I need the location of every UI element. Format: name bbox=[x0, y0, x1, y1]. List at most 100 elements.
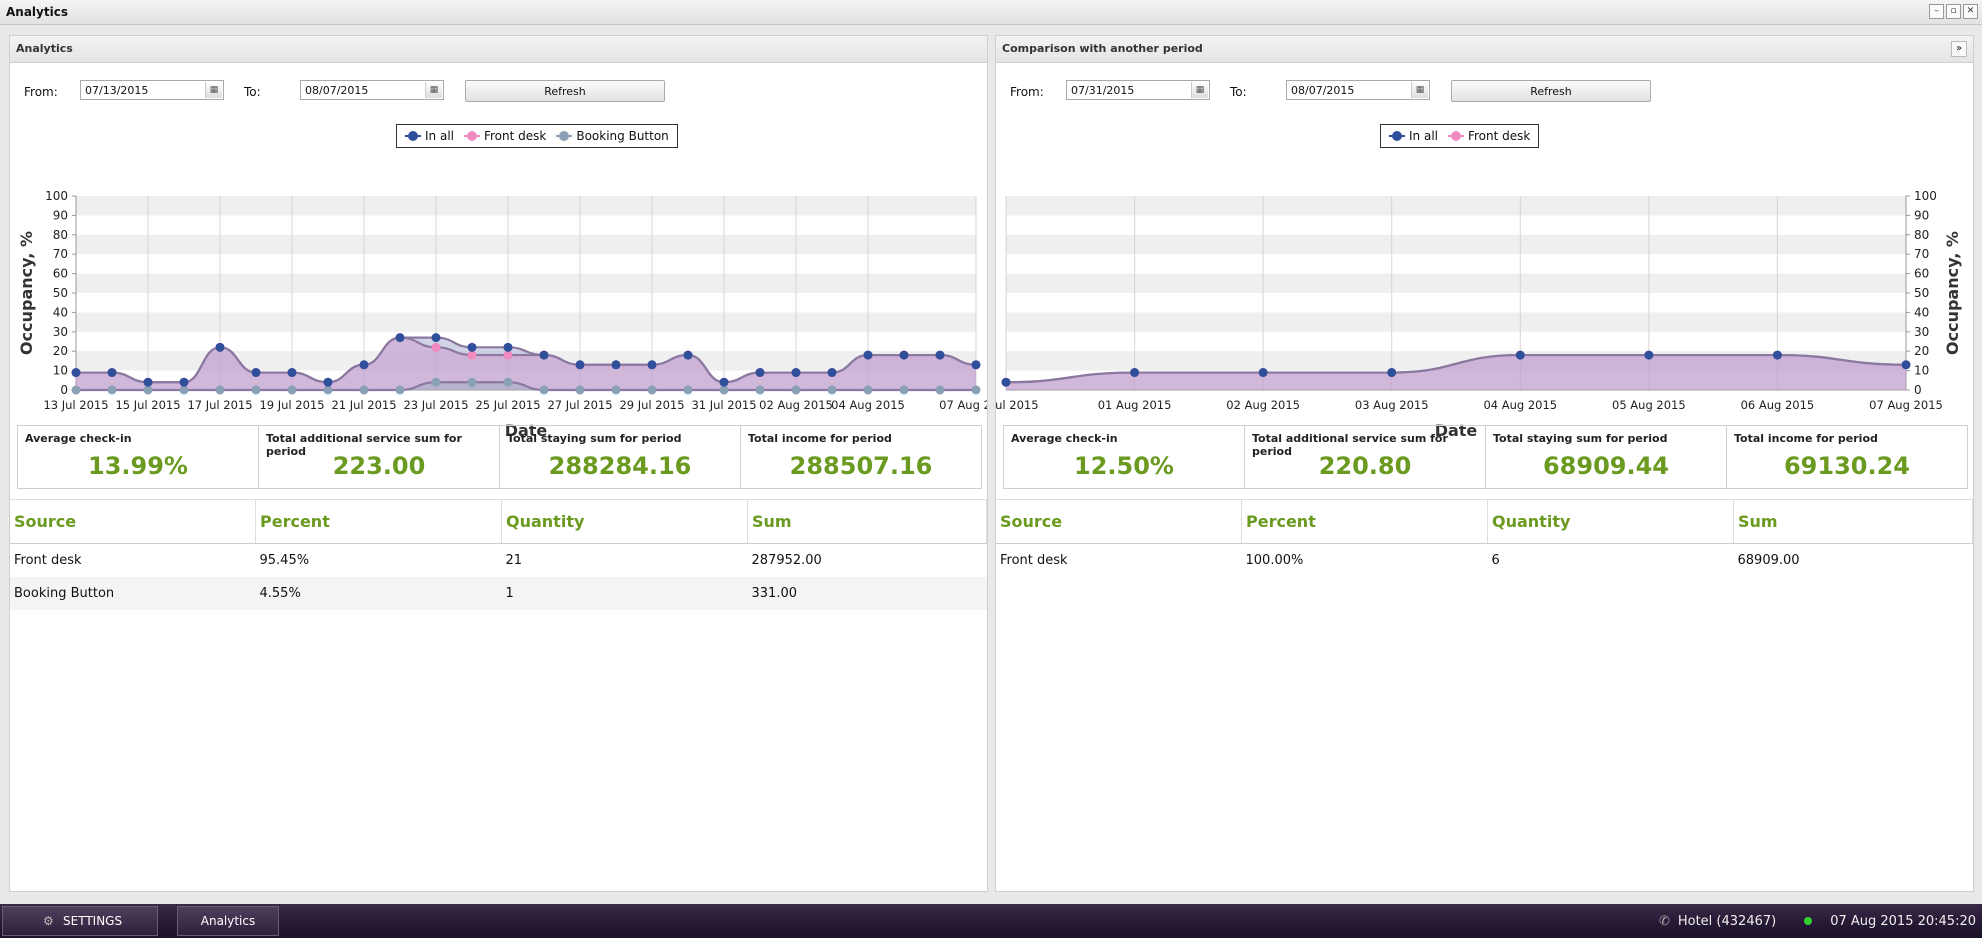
legend-marker-icon bbox=[1389, 131, 1405, 141]
table-header-row: Source Percent Quantity Sum bbox=[996, 499, 1973, 544]
column-header[interactable]: Quantity bbox=[501, 499, 748, 544]
data-point bbox=[575, 360, 585, 370]
collapse-icon[interactable]: » bbox=[1951, 41, 1967, 57]
table-cell: 95.45% bbox=[259, 553, 310, 568]
table-cell: 100.00% bbox=[1245, 553, 1304, 568]
stat-card: Total additional service sum for period 2… bbox=[1244, 425, 1486, 489]
legend-item[interactable]: Front desk bbox=[463, 129, 547, 143]
y-tick-label: 90 bbox=[53, 208, 68, 222]
minimize-icon[interactable]: – bbox=[1929, 4, 1944, 19]
calendar-icon[interactable]: ▦ bbox=[1411, 82, 1428, 98]
table-row[interactable]: Front desk 100.00% 6 68909.00 bbox=[996, 544, 1973, 578]
legend-item[interactable]: In all bbox=[405, 129, 454, 143]
stat-card: Total staying sum for period 68909.44 bbox=[1485, 425, 1727, 489]
stat-card: Total additional service sum for period 2… bbox=[258, 425, 500, 489]
from-label: From: bbox=[1010, 85, 1044, 99]
x-tick-label: 31 Jul 2015 bbox=[691, 398, 756, 412]
stat-value: 13.99% bbox=[88, 452, 188, 480]
to-date-value: 08/07/2015 bbox=[305, 84, 369, 97]
calendar-icon[interactable]: ▦ bbox=[425, 82, 442, 98]
comparison-panel: Comparison with another period » From: 0… bbox=[995, 35, 1974, 892]
legend-item[interactable]: In all bbox=[1389, 129, 1438, 143]
table-row[interactable]: Front desk 95.45% 21 287952.00 bbox=[10, 544, 987, 578]
table-row[interactable]: Booking Button 4.55% 1 331.00 bbox=[10, 577, 987, 610]
data-point bbox=[467, 342, 477, 352]
legend-marker-icon bbox=[1447, 131, 1464, 141]
data-point bbox=[719, 385, 729, 395]
data-point bbox=[1772, 350, 1782, 360]
close-icon[interactable]: ✕ bbox=[1963, 4, 1978, 19]
to-date-input[interactable]: 08/07/2015 ▦ bbox=[300, 80, 444, 100]
data-point bbox=[431, 342, 441, 352]
data-point bbox=[503, 342, 513, 352]
column-header[interactable]: Source bbox=[10, 499, 256, 544]
window-title: Analytics bbox=[6, 5, 68, 19]
calendar-icon[interactable]: ▦ bbox=[1191, 82, 1208, 98]
data-point bbox=[71, 368, 81, 378]
y-tick-label: 50 bbox=[53, 286, 68, 300]
table-header-row: Source Percent Quantity Sum bbox=[10, 499, 987, 544]
to-date-input[interactable]: 08/07/2015 ▦ bbox=[1286, 80, 1430, 100]
stat-card: Total income for period 288507.16 bbox=[740, 425, 982, 489]
settings-label: SETTINGS bbox=[63, 914, 123, 928]
column-header[interactable]: Source bbox=[996, 499, 1242, 544]
stat-value: 69130.24 bbox=[1783, 452, 1910, 480]
occupancy-chart: 0 10 20 30 40 50 60 70 80 90 100 31 Jul 2015 01 Aug … bbox=[996, 189, 1962, 440]
data-point bbox=[503, 377, 513, 387]
grid-band bbox=[76, 312, 976, 332]
y-axis-title: Occupancy, % bbox=[1943, 231, 1962, 355]
from-date-input[interactable]: 07/13/2015 ▦ bbox=[80, 80, 224, 100]
data-point bbox=[1515, 350, 1525, 360]
column-header[interactable]: Quantity bbox=[1487, 499, 1734, 544]
taskbar-item-analytics[interactable]: Analytics bbox=[177, 906, 279, 936]
data-point bbox=[935, 385, 945, 395]
datetime: 07 Aug 2015 20:45:20 bbox=[1830, 913, 1976, 929]
y-tick-label: 100 bbox=[1914, 189, 1937, 203]
legend-item[interactable]: Front desk bbox=[1447, 129, 1531, 143]
y-tick-label: 30 bbox=[1914, 325, 1929, 339]
from-date-input[interactable]: 07/31/2015 ▦ bbox=[1066, 80, 1210, 100]
x-tick-label: 25 Jul 2015 bbox=[475, 398, 540, 412]
x-tick-label: 01 Aug 2015 bbox=[1098, 398, 1172, 412]
stat-label: Total staying sum for period bbox=[1493, 432, 1668, 445]
legend-item[interactable]: Booking Button bbox=[556, 129, 669, 143]
column-header[interactable]: Sum bbox=[747, 499, 987, 544]
refresh-button[interactable]: Refresh bbox=[1451, 80, 1651, 102]
analytics-panel: Analytics From: 07/13/2015 ▦ To: 08/07/2… bbox=[9, 35, 988, 892]
restore-icon[interactable]: ▫ bbox=[1946, 4, 1961, 19]
stat-card: Total income for period 69130.24 bbox=[1726, 425, 1968, 489]
data-point bbox=[935, 350, 945, 360]
y-tick-label: 60 bbox=[53, 267, 68, 281]
stat-label: Total income for period bbox=[748, 432, 892, 445]
x-tick-label: 04 Aug 2015 bbox=[831, 398, 905, 412]
stat-label: Total income for period bbox=[1734, 432, 1878, 445]
data-point bbox=[395, 333, 405, 343]
data-point bbox=[467, 377, 477, 387]
gear-icon: ⚙ bbox=[43, 914, 54, 928]
data-point bbox=[827, 368, 837, 378]
x-tick-label: 03 Aug 2015 bbox=[1355, 398, 1429, 412]
data-point bbox=[899, 385, 909, 395]
legend-label: Front desk bbox=[483, 129, 547, 143]
data-point bbox=[431, 377, 441, 387]
taskbar: ⚙ SETTINGS Analytics ✆ Hotel (432467) 07… bbox=[0, 904, 1982, 938]
panel-header: Analytics bbox=[10, 36, 987, 63]
calendar-icon[interactable]: ▦ bbox=[205, 82, 222, 98]
from-date-value: 07/13/2015 bbox=[85, 84, 149, 97]
y-tick-label: 0 bbox=[60, 383, 68, 397]
from-date-value: 07/31/2015 bbox=[1071, 84, 1135, 97]
legend-label: Front desk bbox=[1467, 129, 1531, 143]
settings-button[interactable]: ⚙ SETTINGS bbox=[2, 906, 158, 936]
column-header[interactable]: Percent bbox=[255, 499, 502, 544]
refresh-button[interactable]: Refresh bbox=[465, 80, 665, 102]
grid-band bbox=[76, 196, 976, 216]
legend-marker-icon bbox=[405, 131, 421, 141]
hotel-label[interactable]: Hotel (432467) bbox=[1677, 913, 1777, 929]
sources-table: Source Percent Quantity Sum Front desk 1… bbox=[996, 499, 1973, 577]
date-filters: From: 07/13/2015 ▦ To: 08/07/2015 ▦ Refr… bbox=[10, 78, 987, 106]
stat-label: Total staying sum for period bbox=[507, 432, 682, 445]
column-header[interactable]: Percent bbox=[1241, 499, 1488, 544]
data-point bbox=[755, 368, 765, 378]
x-tick-label: 23 Jul 2015 bbox=[403, 398, 468, 412]
column-header[interactable]: Sum bbox=[1733, 499, 1973, 544]
